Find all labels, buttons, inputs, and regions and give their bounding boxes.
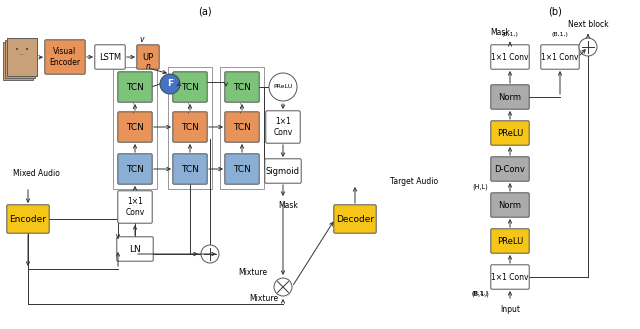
FancyBboxPatch shape xyxy=(6,38,36,76)
FancyBboxPatch shape xyxy=(6,38,36,76)
FancyBboxPatch shape xyxy=(491,45,529,69)
Text: Next block: Next block xyxy=(568,20,608,29)
FancyBboxPatch shape xyxy=(7,205,49,233)
Text: TCN: TCN xyxy=(233,164,251,173)
FancyBboxPatch shape xyxy=(45,40,85,74)
FancyBboxPatch shape xyxy=(3,42,33,80)
FancyBboxPatch shape xyxy=(265,159,301,183)
Text: UP: UP xyxy=(142,53,154,62)
Text: (a): (a) xyxy=(198,7,212,17)
Text: Decoder: Decoder xyxy=(336,215,374,223)
FancyBboxPatch shape xyxy=(491,85,529,109)
FancyBboxPatch shape xyxy=(225,112,259,142)
FancyBboxPatch shape xyxy=(173,154,207,184)
FancyBboxPatch shape xyxy=(266,111,300,143)
Text: (B,1,): (B,1,) xyxy=(552,32,568,37)
FancyBboxPatch shape xyxy=(491,265,529,289)
Text: •: • xyxy=(24,47,29,53)
Text: Input: Input xyxy=(500,305,520,314)
Text: PReLU: PReLU xyxy=(497,129,523,138)
Text: (B,1,): (B,1,) xyxy=(471,291,489,297)
Text: 1×1 Conv: 1×1 Conv xyxy=(541,53,579,62)
FancyBboxPatch shape xyxy=(137,45,159,69)
Text: TCN: TCN xyxy=(233,83,251,91)
Text: Norm: Norm xyxy=(499,200,522,210)
Text: Target Audio: Target Audio xyxy=(390,176,438,186)
Text: (B,1,): (B,1,) xyxy=(472,291,488,295)
FancyBboxPatch shape xyxy=(491,193,529,217)
Text: 1×1
Conv: 1×1 Conv xyxy=(273,117,292,137)
Text: TCN: TCN xyxy=(126,164,144,173)
Text: Mask: Mask xyxy=(278,201,298,210)
FancyBboxPatch shape xyxy=(118,112,152,142)
Text: (b): (b) xyxy=(548,7,562,17)
Circle shape xyxy=(201,245,219,263)
Circle shape xyxy=(160,74,180,94)
Text: TCN: TCN xyxy=(126,122,144,132)
Text: 1×1 Conv: 1×1 Conv xyxy=(492,53,529,62)
FancyBboxPatch shape xyxy=(173,112,207,142)
Text: TCN: TCN xyxy=(181,164,199,173)
Text: TCN: TCN xyxy=(181,83,199,91)
FancyBboxPatch shape xyxy=(225,72,259,102)
Text: Sigmoid: Sigmoid xyxy=(266,166,300,175)
Text: —: — xyxy=(19,52,24,57)
FancyBboxPatch shape xyxy=(117,237,153,261)
FancyBboxPatch shape xyxy=(491,121,529,145)
Text: Mixture: Mixture xyxy=(249,294,278,303)
Text: 1×1 Conv: 1×1 Conv xyxy=(492,272,529,282)
Circle shape xyxy=(269,73,297,101)
Text: Mixture: Mixture xyxy=(239,268,268,277)
Text: Mask: Mask xyxy=(490,28,510,37)
Text: F: F xyxy=(167,80,173,89)
Text: · · ·: · · · xyxy=(239,101,245,113)
Text: PReLU: PReLU xyxy=(497,237,523,245)
Text: (H,L): (H,L) xyxy=(472,184,488,190)
Text: f: f xyxy=(173,95,175,104)
Circle shape xyxy=(579,38,597,56)
Text: Mixed Audio: Mixed Audio xyxy=(13,169,60,179)
Text: · · ·: · · · xyxy=(132,101,138,113)
Text: LSTM: LSTM xyxy=(99,53,121,62)
FancyBboxPatch shape xyxy=(5,40,35,78)
FancyBboxPatch shape xyxy=(118,154,152,184)
FancyBboxPatch shape xyxy=(95,45,125,69)
Text: Visual
Encoder: Visual Encoder xyxy=(49,47,81,67)
Text: n: n xyxy=(145,62,150,71)
Text: Encoder: Encoder xyxy=(10,215,47,223)
Text: v: v xyxy=(140,35,144,44)
FancyBboxPatch shape xyxy=(225,154,259,184)
FancyBboxPatch shape xyxy=(541,45,579,69)
Text: TCN: TCN xyxy=(233,122,251,132)
Text: PReLU: PReLU xyxy=(273,85,292,89)
Text: TCN: TCN xyxy=(181,122,199,132)
FancyBboxPatch shape xyxy=(334,205,376,233)
Text: D-Conv: D-Conv xyxy=(495,164,525,173)
FancyBboxPatch shape xyxy=(173,72,207,102)
Text: TCN: TCN xyxy=(126,83,144,91)
Text: •: • xyxy=(15,47,19,53)
Text: 1×1
Conv: 1×1 Conv xyxy=(125,197,145,217)
FancyBboxPatch shape xyxy=(118,72,152,102)
Text: · · ·: · · · xyxy=(187,101,193,113)
Text: (B,1,): (B,1,) xyxy=(502,32,518,37)
FancyBboxPatch shape xyxy=(491,157,529,181)
FancyBboxPatch shape xyxy=(118,191,152,223)
Text: LN: LN xyxy=(129,244,141,254)
Text: Norm: Norm xyxy=(499,92,522,102)
FancyBboxPatch shape xyxy=(491,229,529,253)
Circle shape xyxy=(274,278,292,296)
